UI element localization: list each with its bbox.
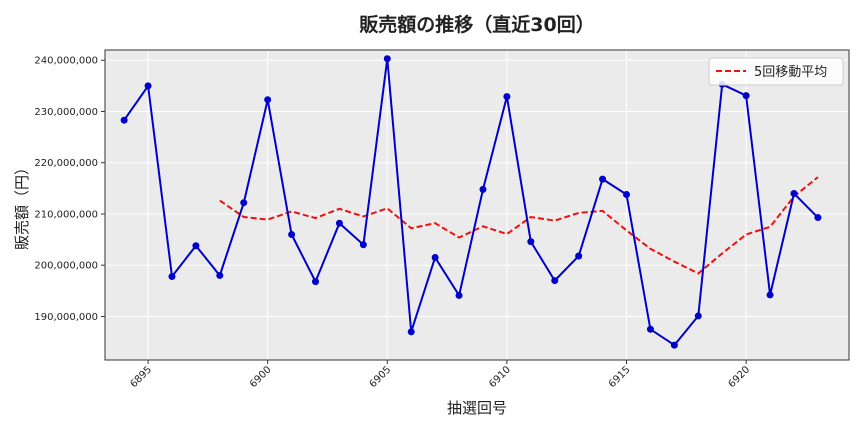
sales-point bbox=[479, 185, 487, 193]
y-tick-label: 240,000,000 bbox=[34, 56, 98, 67]
sales-point bbox=[455, 291, 463, 299]
sales-point bbox=[670, 341, 678, 349]
sales-point bbox=[503, 93, 511, 101]
y-tick-label: 190,000,000 bbox=[34, 312, 98, 323]
sales-point bbox=[264, 96, 272, 104]
chart-title: 販売額の推移（直近30回） bbox=[359, 13, 594, 36]
plot-frame bbox=[104, 49, 850, 361]
sales-point bbox=[551, 277, 559, 285]
legend-label: 5回移動平均 bbox=[754, 65, 827, 80]
sales-line bbox=[123, 58, 819, 347]
y-tick-label: 220,000,000 bbox=[34, 158, 98, 169]
sales-point bbox=[359, 241, 367, 249]
x-axis-label: 抽選回号 bbox=[447, 399, 507, 417]
sales-point bbox=[694, 312, 702, 320]
sales-point bbox=[192, 242, 200, 250]
sales-point bbox=[407, 328, 415, 336]
x-tick-label: 6900 bbox=[248, 364, 274, 390]
y-tick-label: 200,000,000 bbox=[34, 261, 98, 272]
sales-point bbox=[623, 190, 631, 198]
sales-point bbox=[742, 92, 750, 100]
y-tick-label: 230,000,000 bbox=[34, 107, 98, 118]
sales-point bbox=[335, 219, 343, 227]
plot-area bbox=[105, 50, 849, 360]
y-tick-label: 210,000,000 bbox=[34, 209, 98, 220]
legend: 5回移動平均 bbox=[708, 57, 844, 86]
sales-point bbox=[527, 238, 535, 246]
sales-point bbox=[814, 214, 822, 222]
x-tick-label: 6910 bbox=[487, 364, 513, 390]
sales-point bbox=[168, 272, 176, 280]
sales-point bbox=[120, 116, 128, 124]
sales-point bbox=[288, 230, 296, 238]
sales-point bbox=[312, 278, 320, 286]
x-tick-label: 6915 bbox=[607, 364, 633, 390]
series-layer bbox=[120, 55, 822, 349]
sales-point bbox=[766, 291, 774, 299]
sales-point bbox=[646, 325, 654, 333]
y-axis-label: 販売額（円） bbox=[13, 160, 31, 250]
sales-point bbox=[144, 82, 152, 90]
legend-box bbox=[708, 57, 844, 86]
sales-point bbox=[790, 189, 798, 197]
sales-point bbox=[383, 55, 391, 63]
x-tick-label: 6895 bbox=[128, 364, 154, 390]
sales-point bbox=[599, 175, 607, 183]
x-tick-label: 6905 bbox=[368, 364, 394, 390]
moving-average-line bbox=[219, 176, 819, 275]
sales-point bbox=[216, 271, 224, 279]
sales-point bbox=[575, 252, 583, 260]
x-tick-label: 6920 bbox=[726, 364, 752, 390]
sales-point bbox=[240, 199, 248, 207]
sales-point bbox=[431, 254, 439, 262]
